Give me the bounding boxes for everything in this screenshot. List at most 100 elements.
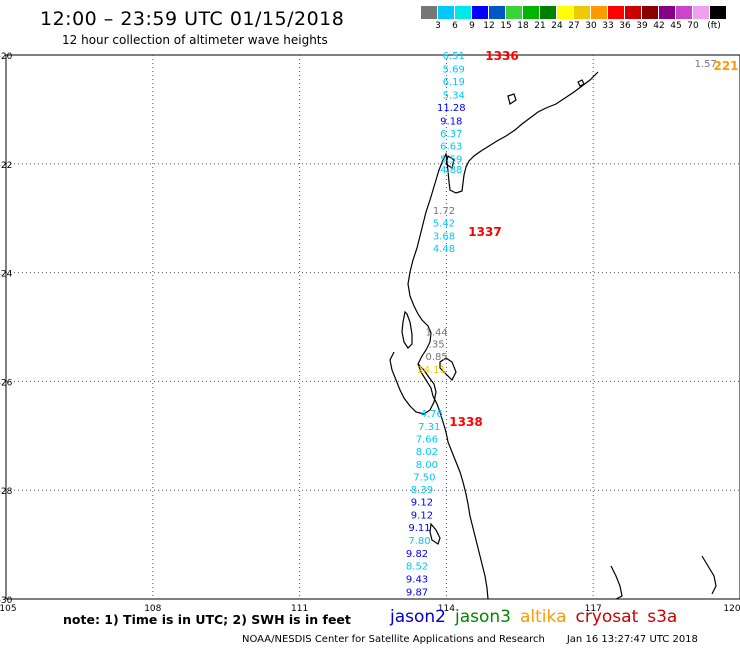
satellite-legend-item: s3a bbox=[647, 607, 678, 627]
pass-number-label: 1336 bbox=[485, 49, 518, 63]
map-subtitle: 12 hour collection of altimeter wave hei… bbox=[62, 33, 328, 47]
longitude-label: 120 bbox=[723, 604, 740, 614]
map-title: 12:00 – 23:59 UTC 01/15/2018 bbox=[40, 8, 345, 30]
pass-number-label: 1338 bbox=[449, 415, 482, 429]
color-swatch bbox=[557, 6, 574, 19]
wave-height-value: .35 bbox=[429, 339, 445, 350]
note-text: note: 1) Time is in UTC; 2) SWH is in fe… bbox=[63, 612, 351, 627]
longitude-label: 111 bbox=[291, 604, 308, 614]
longitude-labels: 105 108 111 114 117 120 bbox=[0, 604, 740, 614]
color-scale-label: 12 bbox=[483, 21, 495, 31]
wave-height-value: 8.39 bbox=[411, 485, 433, 496]
island-3 bbox=[577, 79, 585, 87]
color-swatch bbox=[591, 6, 608, 19]
wave-height-value: 24.11 bbox=[417, 365, 446, 376]
wave-height-value: 7.66 bbox=[416, 435, 438, 446]
color-swatch bbox=[642, 6, 659, 19]
color-scale-label: 45 bbox=[670, 21, 682, 31]
wave-height-value: 5.42 bbox=[433, 219, 455, 230]
satellite-legend-item: altika bbox=[520, 607, 567, 627]
latitude-label: -24 bbox=[0, 270, 13, 280]
wave-height-value: 7.50 bbox=[413, 473, 435, 484]
latitude-label: -30 bbox=[0, 596, 13, 606]
wave-height-value: 0.85 bbox=[425, 352, 447, 363]
island-2 bbox=[445, 155, 455, 169]
color-scale bbox=[421, 6, 727, 19]
wave-height-value: 6.19 bbox=[443, 77, 465, 88]
wave-height-value: 6.37 bbox=[440, 129, 462, 140]
coastline-east bbox=[610, 565, 623, 600]
wave-height-value: 1.57 bbox=[695, 59, 717, 70]
pass-number-label: 221 bbox=[713, 59, 738, 73]
color-swatch bbox=[421, 6, 438, 19]
coastline bbox=[407, 71, 599, 600]
wave-height-value: 1.72 bbox=[433, 206, 455, 217]
color-swatch bbox=[540, 6, 557, 19]
wave-height-value: 4.76 bbox=[421, 409, 443, 420]
wave-height-value: 5.69 bbox=[443, 65, 465, 76]
color-swatch bbox=[693, 6, 710, 19]
wave-height-value: 9.12 bbox=[411, 498, 433, 509]
coastline-east-2 bbox=[701, 555, 717, 595]
color-scale-labels: 3 6 9 12 15 18 21 24 27 30 33 36 39 42 45 70 (ft) bbox=[421, 21, 740, 33]
longitude-label: 117 bbox=[585, 604, 602, 614]
wave-height-value: 8.02 bbox=[416, 447, 438, 458]
color-swatch bbox=[506, 6, 523, 19]
color-scale-label: 15 bbox=[500, 21, 512, 31]
color-scale-label: 39 bbox=[636, 21, 648, 31]
latitude-label: -28 bbox=[0, 487, 13, 497]
color-swatch bbox=[472, 6, 489, 19]
wave-height-value: 7.31 bbox=[418, 422, 440, 433]
peron-peninsula bbox=[401, 310, 413, 349]
color-swatch bbox=[676, 6, 693, 19]
wave-height-value: 8.52 bbox=[406, 561, 428, 572]
color-scale-label: 42 bbox=[653, 21, 665, 31]
color-scale-label: 30 bbox=[585, 21, 597, 31]
wave-height-value: 9.18 bbox=[440, 116, 462, 127]
footer-timestamp: Jan 16 13:27:47 UTC 2018 bbox=[566, 634, 698, 645]
color-scale-label: 21 bbox=[534, 21, 546, 31]
wave-height-value: 11.28 bbox=[437, 103, 466, 114]
grid-lines bbox=[6, 55, 740, 599]
gulf-peninsula bbox=[439, 357, 457, 382]
wave-height-value: 9.43 bbox=[406, 574, 428, 585]
wave-height-value: 3.68 bbox=[433, 232, 455, 243]
map-frame bbox=[5, 54, 740, 600]
color-swatch bbox=[574, 6, 591, 19]
wave-height-value: 9.87 bbox=[406, 587, 428, 598]
color-scale-label: 3 bbox=[435, 21, 441, 31]
longitude-label: 114 bbox=[438, 604, 455, 614]
wave-height-value: 4.88 bbox=[440, 165, 462, 176]
satellite-legend-item: cryosat bbox=[575, 607, 639, 627]
satellite-legend-item: jason3 bbox=[455, 607, 511, 627]
wave-height-value: 9.11 bbox=[408, 523, 430, 534]
wave-height-value: 5.59 bbox=[440, 154, 462, 165]
wave-height-value: 5.34 bbox=[443, 91, 465, 102]
color-scale-label: 9 bbox=[469, 21, 475, 31]
color-scale-label: 18 bbox=[517, 21, 529, 31]
satellite-legend-item: jason2 bbox=[390, 607, 446, 627]
satellite-legend: jason2 jason3 altika cryosat s3a bbox=[390, 607, 686, 627]
longitude-label: 108 bbox=[144, 604, 161, 614]
color-scale-label: 24 bbox=[551, 21, 563, 31]
color-scale-label: (ft) bbox=[707, 21, 721, 31]
coral-bay-inlet bbox=[429, 522, 441, 545]
latitude-label: -22 bbox=[0, 161, 12, 171]
color-scale-label: 33 bbox=[602, 21, 614, 31]
longitude-label: 105 bbox=[0, 604, 17, 614]
wave-height-value: 7.80 bbox=[408, 536, 430, 547]
color-scale-label: 36 bbox=[619, 21, 631, 31]
wave-height-value: 6.51 bbox=[443, 51, 465, 62]
island-1 bbox=[507, 93, 517, 105]
color-swatch bbox=[523, 6, 540, 19]
color-scale-label: 27 bbox=[568, 21, 580, 31]
wave-height-value: 9.82 bbox=[406, 549, 428, 560]
color-scale-label: 70 bbox=[687, 21, 699, 31]
latitude-labels: -20 -22 -24 -26 -28 -30 bbox=[0, 52, 13, 606]
color-swatch bbox=[438, 6, 455, 19]
wave-height-value: 6.63 bbox=[440, 141, 462, 152]
wave-height-value: 1.44 bbox=[425, 327, 447, 338]
pass-number-label: 1337 bbox=[468, 225, 501, 239]
color-swatch bbox=[489, 6, 506, 19]
